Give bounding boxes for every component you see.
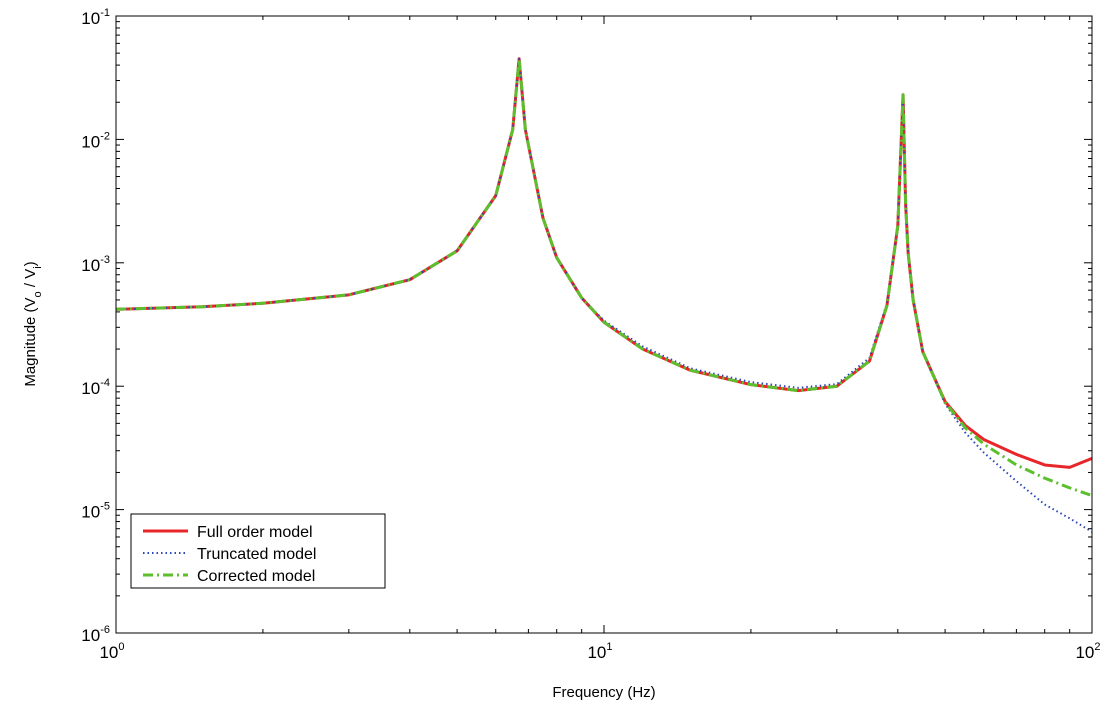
x-tick-label: 101 [587,641,612,662]
x-axis-label: Frequency (Hz) [552,684,655,701]
series-line-corrected-model [115,57,1093,497]
series-line-truncated-model [115,57,1093,533]
y-tick-label: 10-5 [81,501,110,522]
y-axis-label: Magnitude (Vo / Vi) [22,261,44,386]
legend: Full order model Truncated model Correct… [130,513,386,589]
y-tick-label: 10-4 [81,377,110,398]
legend-box [130,513,386,589]
series-group [115,57,1093,533]
legend-label-truncated: Truncated model [197,546,316,563]
y-tick-label: 10-3 [81,254,110,275]
legend-label-corrected: Corrected model [197,568,315,585]
legend-label-full-order: Full order model [197,524,313,541]
y-tick-label: 10-6 [81,624,110,645]
y-tick-label: 10-2 [81,130,110,151]
x-tick-label: 100 [99,641,124,662]
ticks-group: 100 101 102 10-6 10-5 10-4 10-3 10-2 10-1 [81,7,1100,662]
y-tick-label: 10-1 [81,7,110,28]
x-tick-label: 102 [1075,641,1100,662]
